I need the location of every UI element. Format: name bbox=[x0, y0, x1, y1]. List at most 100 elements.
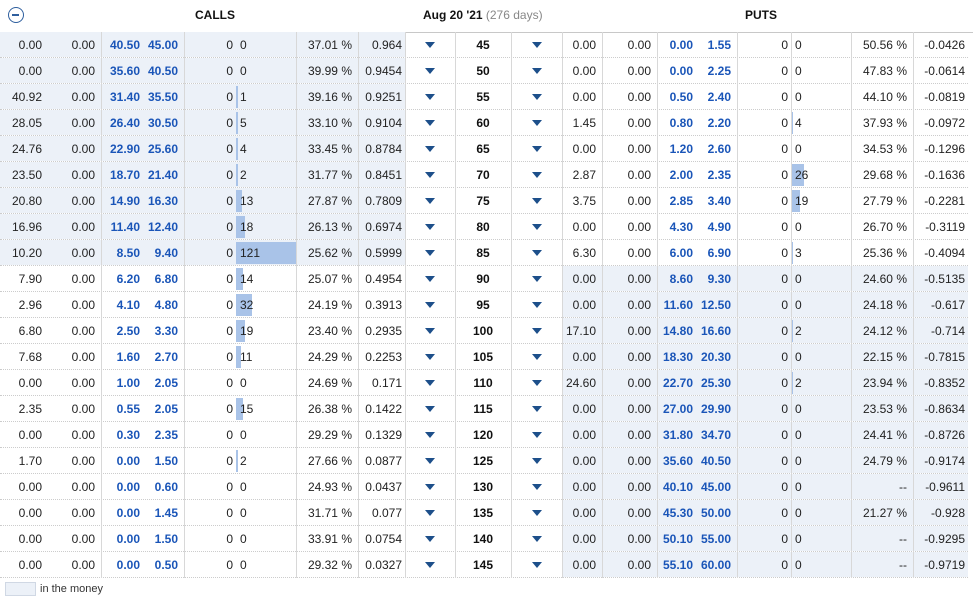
put-delta[interactable]: -0.928 bbox=[930, 506, 965, 520]
call-delta[interactable]: 0.2935 bbox=[365, 324, 402, 338]
call-last[interactable]: 7.90 bbox=[18, 272, 42, 286]
put-delta[interactable]: -0.714 bbox=[930, 324, 965, 338]
put-implied-vol[interactable]: 24.18 % bbox=[862, 298, 907, 312]
put-ask[interactable]: 9.30 bbox=[707, 272, 731, 286]
put-implied-vol[interactable]: 26.70 % bbox=[862, 220, 907, 234]
call-open-interest[interactable]: 0 bbox=[236, 474, 296, 500]
call-ask[interactable]: 16.30 bbox=[147, 194, 178, 208]
put-delta[interactable]: -0.0972 bbox=[924, 116, 965, 130]
call-open-interest[interactable]: 18 bbox=[236, 214, 296, 240]
call-ask[interactable]: 21.40 bbox=[147, 168, 178, 182]
strike-price[interactable]: 55 bbox=[476, 90, 490, 104]
put-ask[interactable]: 2.60 bbox=[707, 142, 731, 156]
call-open-interest[interactable]: 19 bbox=[236, 318, 296, 344]
put-bid[interactable]: 18.30 bbox=[662, 350, 693, 364]
put-open-interest[interactable]: 0 bbox=[791, 32, 851, 58]
call-delta[interactable]: 0.0437 bbox=[365, 480, 402, 494]
put-change[interactable]: 0.00 bbox=[627, 116, 651, 130]
put-last[interactable]: 0.00 bbox=[572, 480, 596, 494]
call-open-interest[interactable]: 2 bbox=[236, 162, 296, 188]
call-implied-vol[interactable]: 23.40 % bbox=[307, 324, 352, 338]
put-implied-vol[interactable]: 44.10 % bbox=[862, 90, 907, 104]
put-open-interest[interactable]: 0 bbox=[791, 344, 851, 370]
call-volume[interactable]: 0 bbox=[226, 428, 233, 442]
call-ask[interactable]: 1.50 bbox=[154, 454, 178, 468]
put-bid[interactable]: 40.10 bbox=[662, 480, 693, 494]
call-bid[interactable]: 22.90 bbox=[109, 142, 140, 156]
strike-price[interactable]: 145 bbox=[472, 558, 494, 572]
put-bid[interactable]: 4.30 bbox=[669, 220, 693, 234]
call-implied-vol[interactable]: 29.29 % bbox=[307, 428, 352, 442]
put-ask[interactable]: 2.40 bbox=[707, 90, 731, 104]
put-implied-vol[interactable]: 37.93 % bbox=[862, 116, 907, 130]
call-last[interactable]: 20.80 bbox=[11, 194, 42, 208]
call-dropdown-arrow-icon[interactable] bbox=[425, 250, 435, 256]
call-last[interactable]: 0.00 bbox=[18, 506, 42, 520]
put-volume[interactable]: 0 bbox=[781, 116, 788, 130]
strike-price[interactable]: 90 bbox=[476, 272, 490, 286]
call-implied-vol[interactable]: 33.10 % bbox=[307, 116, 352, 130]
call-delta[interactable]: 0.9454 bbox=[365, 64, 402, 78]
call-open-interest[interactable]: 121 bbox=[236, 240, 296, 266]
put-change[interactable]: 0.00 bbox=[627, 272, 651, 286]
call-open-interest[interactable]: 13 bbox=[236, 188, 296, 214]
call-open-interest[interactable]: 11 bbox=[236, 344, 296, 370]
put-last[interactable]: 0.00 bbox=[572, 142, 596, 156]
call-ask[interactable]: 45.00 bbox=[147, 38, 178, 52]
call-bid[interactable]: 0.00 bbox=[116, 480, 140, 494]
put-dropdown-arrow-icon[interactable] bbox=[532, 536, 542, 542]
put-ask[interactable]: 4.90 bbox=[707, 220, 731, 234]
put-last[interactable]: 2.87 bbox=[572, 168, 596, 182]
put-delta[interactable]: -0.1296 bbox=[924, 142, 965, 156]
call-bid[interactable]: 26.40 bbox=[109, 116, 140, 130]
call-change[interactable]: 0.00 bbox=[71, 298, 95, 312]
call-implied-vol[interactable]: 37.01 % bbox=[307, 38, 352, 52]
call-implied-vol[interactable]: 33.91 % bbox=[307, 532, 352, 546]
put-last[interactable]: 0.00 bbox=[572, 38, 596, 52]
put-change[interactable]: 0.00 bbox=[627, 90, 651, 104]
call-volume[interactable]: 0 bbox=[226, 376, 233, 390]
put-dropdown-arrow-icon[interactable] bbox=[532, 68, 542, 74]
call-volume[interactable]: 0 bbox=[226, 272, 233, 286]
put-delta[interactable]: -0.0426 bbox=[924, 38, 965, 52]
call-open-interest[interactable]: 1 bbox=[236, 84, 296, 110]
put-bid[interactable]: 6.00 bbox=[669, 246, 693, 260]
put-ask[interactable]: 29.90 bbox=[700, 402, 731, 416]
put-implied-vol[interactable]: 24.41 % bbox=[862, 428, 907, 442]
put-volume[interactable]: 0 bbox=[781, 480, 788, 494]
call-implied-vol[interactable]: 39.16 % bbox=[307, 90, 352, 104]
put-ask[interactable]: 25.30 bbox=[700, 376, 731, 390]
call-dropdown-arrow-icon[interactable] bbox=[425, 458, 435, 464]
call-delta[interactable]: 0.077 bbox=[371, 506, 402, 520]
call-last[interactable]: 0.00 bbox=[18, 428, 42, 442]
call-volume[interactable]: 0 bbox=[226, 298, 233, 312]
put-delta[interactable]: -0.3119 bbox=[925, 220, 965, 234]
put-change[interactable]: 0.00 bbox=[627, 376, 651, 390]
call-bid[interactable]: 35.60 bbox=[109, 64, 140, 78]
call-last[interactable]: 0.00 bbox=[18, 64, 42, 78]
put-last[interactable]: 0.00 bbox=[572, 272, 596, 286]
strike-price[interactable]: 70 bbox=[476, 168, 490, 182]
call-change[interactable]: 0.00 bbox=[71, 168, 95, 182]
call-dropdown-arrow-icon[interactable] bbox=[425, 94, 435, 100]
put-open-interest[interactable]: 0 bbox=[791, 474, 851, 500]
call-last[interactable]: 0.00 bbox=[18, 558, 42, 572]
put-open-interest[interactable]: 0 bbox=[791, 84, 851, 110]
call-dropdown-arrow-icon[interactable] bbox=[425, 380, 435, 386]
call-last[interactable]: 24.76 bbox=[11, 142, 42, 156]
put-implied-vol[interactable]: 21.27 % bbox=[862, 506, 907, 520]
call-change[interactable]: 0.00 bbox=[71, 64, 95, 78]
put-dropdown-arrow-icon[interactable] bbox=[532, 198, 542, 204]
put-ask[interactable]: 2.35 bbox=[707, 168, 731, 182]
put-volume[interactable]: 0 bbox=[781, 194, 788, 208]
collapse-icon[interactable] bbox=[8, 7, 24, 23]
call-open-interest[interactable]: 0 bbox=[236, 526, 296, 552]
call-bid[interactable]: 14.90 bbox=[109, 194, 140, 208]
put-bid[interactable]: 22.70 bbox=[662, 376, 693, 390]
put-implied-vol[interactable]: -- bbox=[899, 532, 907, 546]
put-volume[interactable]: 0 bbox=[781, 428, 788, 442]
call-delta[interactable]: 0.0754 bbox=[365, 532, 402, 546]
call-delta[interactable]: 0.5999 bbox=[365, 246, 402, 260]
put-volume[interactable]: 0 bbox=[781, 246, 788, 260]
put-open-interest[interactable]: 0 bbox=[791, 266, 851, 292]
